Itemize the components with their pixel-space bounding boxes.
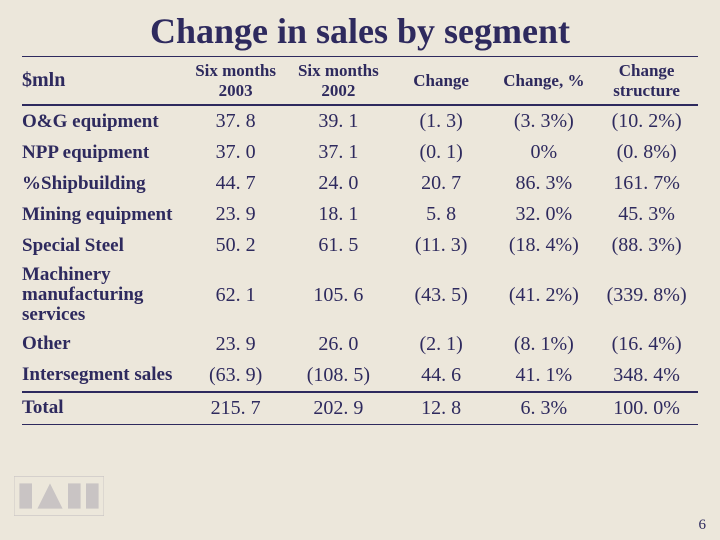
cell: 37. 8 — [184, 105, 287, 137]
row-label: O&G equipment — [22, 105, 184, 137]
cell: 18. 1 — [287, 199, 390, 230]
cell: (1. 3) — [390, 105, 493, 137]
cell: 50. 2 — [184, 230, 287, 261]
row-label: Special Steel — [22, 230, 184, 261]
row-label-total: Total — [22, 392, 184, 425]
page-title: Change in sales by segment — [22, 10, 698, 52]
cell: 0% — [492, 137, 595, 168]
col-header-change-struct: Change structure — [595, 57, 698, 106]
cell: (339. 8%) — [595, 261, 698, 329]
row-label: Machinery manufacturing services — [22, 261, 184, 329]
cell: (0. 1) — [390, 137, 493, 168]
cell: 45. 3% — [595, 199, 698, 230]
col-header-six-months-2002: Six months 2002 — [287, 57, 390, 106]
cell: 24. 0 — [287, 168, 390, 199]
cell: 41. 1% — [492, 360, 595, 392]
table-row: O&G equipment 37. 8 39. 1 (1. 3) (3. 3%)… — [22, 105, 698, 137]
cell: (41. 2%) — [492, 261, 595, 329]
row-label: Intersegment sales — [22, 360, 184, 392]
logo-watermark — [14, 476, 104, 516]
cell: (2. 1) — [390, 329, 493, 360]
table-row: Mining equipment 23. 9 18. 1 5. 8 32. 0%… — [22, 199, 698, 230]
table-row: Machinery manufacturing services 62. 1 1… — [22, 261, 698, 329]
cell: 23. 9 — [184, 199, 287, 230]
slide: Change in sales by segment $mln Six mont… — [0, 0, 720, 540]
col-header-unit: $mln — [22, 57, 184, 106]
table-header-row: $mln Six months 2003 Six months 2002 Cha… — [22, 57, 698, 106]
cell: 26. 0 — [287, 329, 390, 360]
col-header-change-pct: Change, % — [492, 57, 595, 106]
cell: (63. 9) — [184, 360, 287, 392]
cell: 62. 1 — [184, 261, 287, 329]
table-row: Other 23. 9 26. 0 (2. 1) (8. 1%) (16. 4%… — [22, 329, 698, 360]
row-label: NPP equipment — [22, 137, 184, 168]
table-row: Intersegment sales (63. 9) (108. 5) 44. … — [22, 360, 698, 392]
cell: 44. 7 — [184, 168, 287, 199]
cell: 20. 7 — [390, 168, 493, 199]
col-header-change: Change — [390, 57, 493, 106]
cell: 161. 7% — [595, 168, 698, 199]
table-total-row: Total 215. 7 202. 9 12. 8 6. 3% 100. 0% — [22, 392, 698, 425]
cell: 105. 6 — [287, 261, 390, 329]
page-number: 6 — [699, 517, 707, 534]
cell: 37. 1 — [287, 137, 390, 168]
cell: 32. 0% — [492, 199, 595, 230]
table-row: %Shipbuilding 44. 7 24. 0 20. 7 86. 3% 1… — [22, 168, 698, 199]
cell: 348. 4% — [595, 360, 698, 392]
cell: (0. 8%) — [595, 137, 698, 168]
cell: (18. 4%) — [492, 230, 595, 261]
table-row: NPP equipment 37. 0 37. 1 (0. 1) 0% (0. … — [22, 137, 698, 168]
table-row: Special Steel 50. 2 61. 5 (11. 3) (18. 4… — [22, 230, 698, 261]
cell: 37. 0 — [184, 137, 287, 168]
cell: (11. 3) — [390, 230, 493, 261]
cell: (88. 3%) — [595, 230, 698, 261]
table-body: O&G equipment 37. 8 39. 1 (1. 3) (3. 3%)… — [22, 105, 698, 424]
cell: 202. 9 — [287, 392, 390, 425]
row-label: %Shipbuilding — [22, 168, 184, 199]
cell: 23. 9 — [184, 329, 287, 360]
cell: 215. 7 — [184, 392, 287, 425]
cell: (3. 3%) — [492, 105, 595, 137]
row-label: Other — [22, 329, 184, 360]
cell: 5. 8 — [390, 199, 493, 230]
cell: (8. 1%) — [492, 329, 595, 360]
cell: 100. 0% — [595, 392, 698, 425]
cell: (43. 5) — [390, 261, 493, 329]
cell: 6. 3% — [492, 392, 595, 425]
col-header-six-months-2003: Six months 2003 — [184, 57, 287, 106]
cell: (16. 4%) — [595, 329, 698, 360]
cell: 44. 6 — [390, 360, 493, 392]
cell: 39. 1 — [287, 105, 390, 137]
cell: 12. 8 — [390, 392, 493, 425]
segment-table: $mln Six months 2003 Six months 2002 Cha… — [22, 56, 698, 425]
cell: 61. 5 — [287, 230, 390, 261]
row-label: Mining equipment — [22, 199, 184, 230]
cell: 86. 3% — [492, 168, 595, 199]
cell: (10. 2%) — [595, 105, 698, 137]
cell: (108. 5) — [287, 360, 390, 392]
